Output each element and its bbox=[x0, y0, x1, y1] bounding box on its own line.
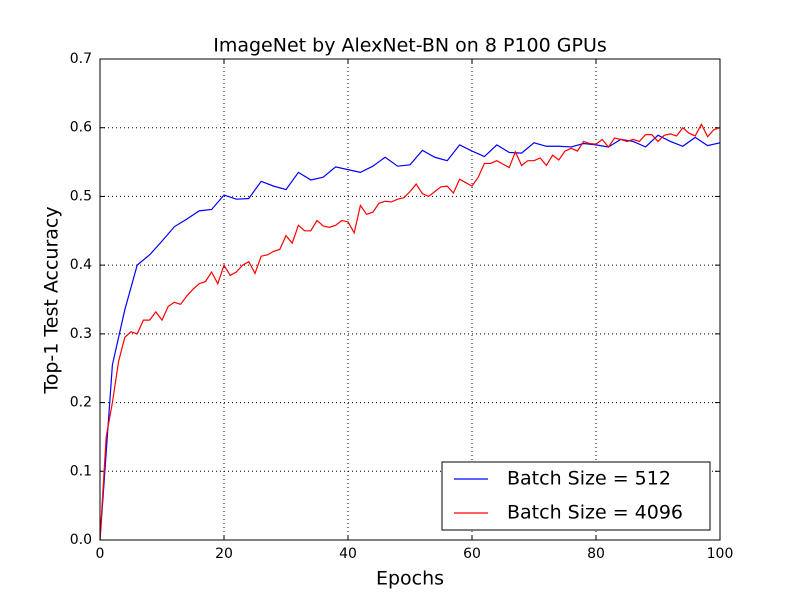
x-tick-label: 60 bbox=[463, 546, 481, 562]
y-axis-label: Top-1 Test Accuracy bbox=[41, 206, 63, 394]
y-tick-label: 0.6 bbox=[70, 120, 92, 136]
legend-label: Batch Size = 512 bbox=[507, 468, 671, 490]
y-tick-label: 0.1 bbox=[70, 463, 92, 479]
y-tick-label: 0.0 bbox=[70, 532, 92, 548]
legend-label: Batch Size = 4096 bbox=[507, 502, 683, 524]
x-tick-label: 80 bbox=[587, 546, 605, 562]
plot-frame bbox=[99, 58, 721, 541]
x-axis-label: Epochs bbox=[376, 568, 444, 590]
legend-box bbox=[441, 461, 711, 531]
y-tick-label: 0.4 bbox=[70, 257, 92, 273]
y-tick-label: 0.5 bbox=[70, 188, 92, 204]
y-tick-label: 0.2 bbox=[70, 395, 92, 411]
x-tick-label: 0 bbox=[96, 546, 105, 562]
chart-title: ImageNet by AlexNet-BN on 8 P100 GPUs bbox=[213, 35, 607, 57]
series-line bbox=[99, 122, 721, 541]
y-tick-label: 0.3 bbox=[70, 326, 92, 342]
series-line bbox=[99, 134, 721, 541]
x-tick-label: 100 bbox=[707, 546, 734, 562]
x-tick-label: 40 bbox=[339, 546, 357, 562]
x-tick-label: 20 bbox=[215, 546, 233, 562]
y-tick-label: 0.7 bbox=[70, 51, 92, 67]
